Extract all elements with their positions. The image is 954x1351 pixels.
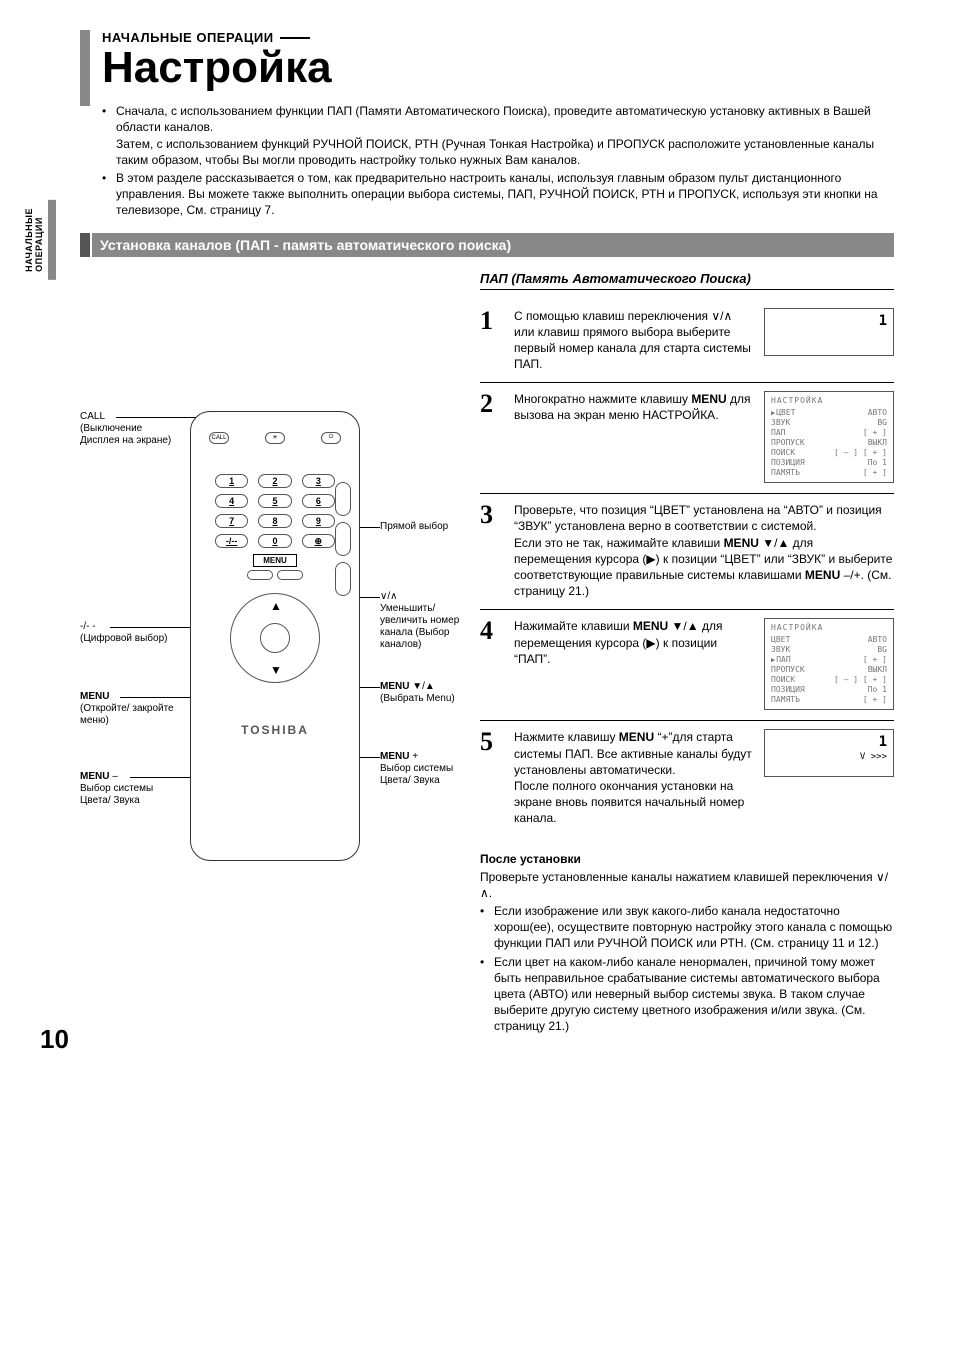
intro-item: • Сначала, с использованием функции ПАП … — [102, 103, 894, 168]
num-1: 1 — [215, 474, 248, 488]
remote-rocker — [335, 522, 351, 556]
pap-heading: ПАП (Память Автоматического Поиска) — [480, 271, 894, 290]
step-number: 1 — [480, 308, 502, 373]
callout-direct: Прямой выбор — [380, 521, 480, 533]
step-number: 3 — [480, 502, 502, 599]
title-block: НАЧАЛЬНЫЕ ОПЕРАЦИИ Настройка — [80, 30, 894, 91]
bullet-icon: • — [480, 903, 488, 952]
steps-column: ПАП (Память Автоматического Поиска) 1С п… — [480, 271, 894, 1035]
step: 5Нажмите клавишу MENU “+”для старта сист… — [480, 721, 894, 836]
num-0: 0 — [258, 534, 291, 548]
page-title: Настройка — [102, 45, 894, 91]
step-text: Нажмите клавишу MENU “+”для старта систе… — [514, 729, 754, 826]
leader-line — [110, 627, 200, 628]
remote-pill — [247, 570, 273, 580]
remote-call-button: CALL — [209, 432, 229, 444]
after-text: Если изображение или звук какого-либо ка… — [494, 903, 894, 952]
intro-item: • В этом разделе рассказывается о том, к… — [102, 170, 894, 219]
intro-text: Сначала, с использованием функции ПАП (П… — [116, 103, 894, 168]
step-text: С помощью клавиш переключения ∨/∧ или кл… — [514, 308, 754, 373]
title-accent-bar — [80, 30, 90, 106]
step-text: Многократно нажмите клавишу MENU для выз… — [514, 391, 754, 423]
intro-block: • Сначала, с использованием функции ПАП … — [102, 103, 894, 218]
step-number: 5 — [480, 729, 502, 826]
remote-control: CALL ✳ ⏻ 1 2 3 4 5 6 7 8 — [190, 411, 360, 861]
step: 2 Многократно нажмите клавишу MENU для вы… — [480, 383, 894, 494]
remote-dpad: ▲ ▼ — [230, 593, 320, 683]
osd-preview: НАСТРОЙКАЦВЕТАВТОЗВУКBGПАП[ + ]ПРОПУСКВЫ… — [764, 391, 894, 483]
num-6: 6 — [302, 494, 335, 508]
callout-digits: -/- -(Цифровой выбор) — [80, 621, 180, 645]
callout-vup: ∨/∧Уменьшить/ увеличить номер канала (Вы… — [380, 591, 480, 651]
remote-diagram-column: CALL(Выключение Дисплея на экране) -/- -… — [80, 271, 460, 1035]
bullet-icon: • — [480, 954, 488, 1035]
num-4: 4 — [215, 494, 248, 508]
leader-line — [116, 417, 206, 418]
step-text: Проверьте, что позиция “ЦВЕТ” установлен… — [514, 502, 894, 599]
num-ext: ⊕ — [302, 534, 335, 548]
after-item: • Если цвет на каком-либо канале ненорма… — [480, 954, 894, 1035]
num-3: 3 — [302, 474, 335, 488]
after-install-block: После установки Проверьте установленные … — [480, 851, 894, 1035]
side-tab: НАЧАЛЬНЫЕОПЕРАЦИИ — [20, 200, 56, 280]
osd-preview: 1V >>> — [764, 729, 894, 777]
step-number: 4 — [480, 618, 502, 710]
section-title: Установка каналов (ПАП - память автомати… — [92, 233, 894, 257]
num-7: 7 — [215, 514, 248, 528]
remote-mute-button: ✳ — [265, 432, 285, 444]
intro-text: В этом разделе рассказывается о том, как… — [116, 170, 894, 219]
after-text: Если цвет на каком-либо канале ненормале… — [494, 954, 894, 1035]
callout-menu-arrows: MENU ▼/▲(Выбрать Menu) — [380, 681, 480, 705]
remote-rocker — [335, 562, 351, 596]
num-9: 9 — [302, 514, 335, 528]
step-text: Нажимайте клавиши MENU ▼/▲ для перемещен… — [514, 618, 754, 667]
step: 3Проверьте, что позиция “ЦВЕТ” установле… — [480, 494, 894, 610]
page-number: 10 — [40, 1024, 69, 1055]
section-accent — [80, 233, 90, 257]
down-arrow-icon: ▼ — [270, 663, 282, 677]
num-dash: -/-- — [215, 534, 248, 548]
after-lead: Проверьте установленные каналы нажатием … — [480, 869, 894, 901]
step-number: 2 — [480, 391, 502, 483]
bullet-icon: • — [102, 170, 110, 219]
remote-pill — [277, 570, 303, 580]
remote-brand: TOSHIBA — [191, 723, 359, 737]
after-item: • Если изображение или звук какого-либо … — [480, 903, 894, 952]
step: 4Нажимайте клавиши MENU ▼/▲ для перемеще… — [480, 610, 894, 721]
remote-numpad: 1 2 3 4 5 6 7 8 9 -/-- 0 ⊕ — [215, 474, 335, 548]
osd-preview: НАСТРОЙКАЦВЕТАВТОЗВУКBGПАП[ + ]ПРОПУСКВЫ… — [764, 618, 894, 710]
section-heading: Установка каналов (ПАП - память автомати… — [80, 233, 894, 257]
leader-line — [120, 697, 190, 698]
num-8: 8 — [258, 514, 291, 528]
up-arrow-icon: ▲ — [270, 599, 282, 613]
remote-menu-label: MENU — [253, 554, 297, 567]
osd-preview: 1 — [764, 308, 894, 356]
num-2: 2 — [258, 474, 291, 488]
remote-rocker — [335, 482, 351, 516]
remote-power-button: ⏻ — [321, 432, 341, 444]
after-heading: После установки — [480, 851, 894, 867]
num-5: 5 — [258, 494, 291, 508]
overline-rule — [280, 37, 310, 39]
bullet-icon: • — [102, 103, 110, 168]
step: 1С помощью клавиш переключения ∨/∧ или к… — [480, 300, 894, 384]
callout-menu-plus: MENU +Выбор системы Цвета/ Звука — [380, 751, 480, 787]
